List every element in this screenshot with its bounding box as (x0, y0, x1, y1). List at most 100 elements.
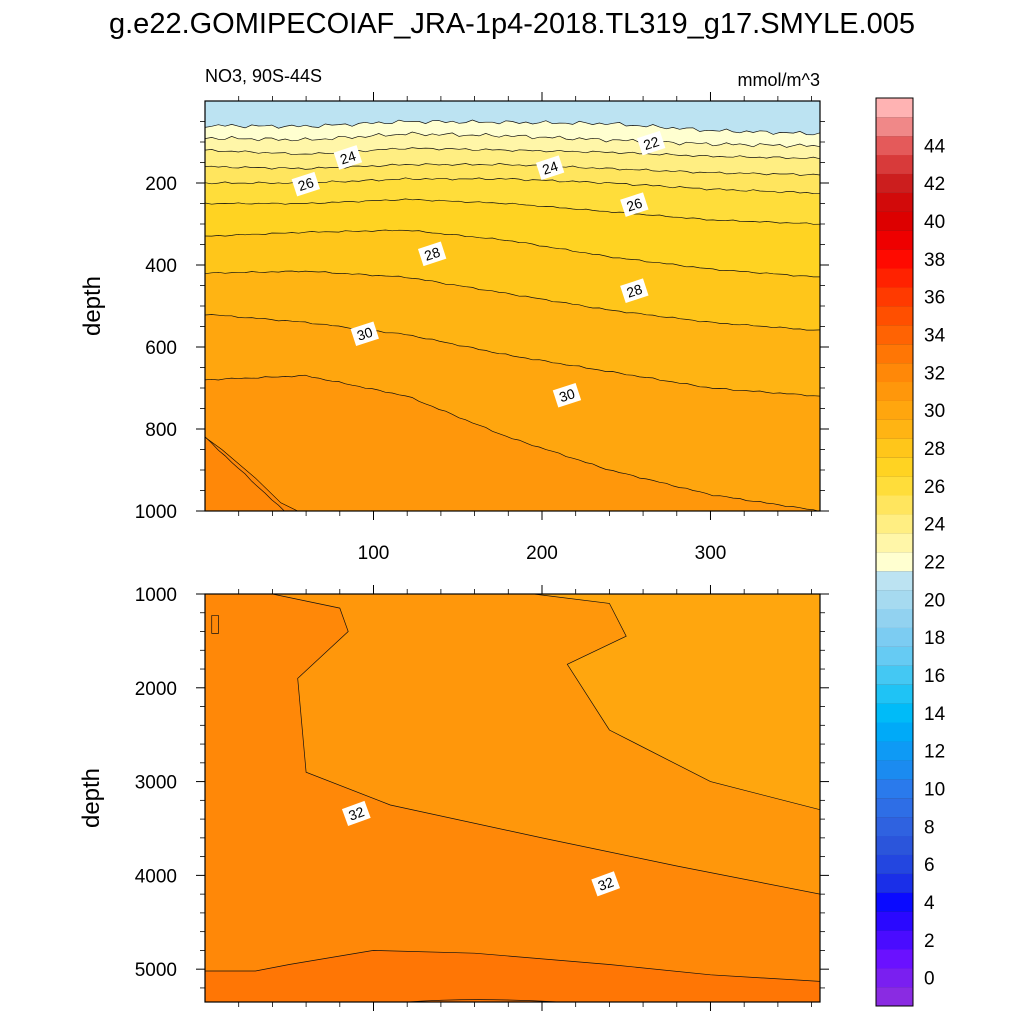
lower-contour-line-34 (407, 999, 559, 1002)
lower-panel: 1000 2000 3000 4000 5000 32 32 depth (78, 585, 829, 1011)
colorbar-tick-label: 22 (924, 552, 945, 573)
upper-contour-line-30 (205, 314, 820, 397)
upper-x-tick-label: 100 (358, 543, 390, 564)
upper-contour-label-box (333, 145, 363, 170)
colorbar-tick-label: 44 (924, 136, 946, 157)
colorbar-swatch (876, 268, 913, 288)
upper-contour-fills (205, 101, 820, 511)
colorbar-swatch (876, 892, 913, 912)
colorbar-swatch (876, 154, 913, 174)
colorbar-tick-label: 30 (924, 401, 945, 422)
upper-contour-labels: 22 24 24 26 26 28 28 30 30 (291, 130, 666, 408)
colorbar-swatch (876, 589, 913, 610)
upper-contour-label-box (552, 382, 582, 408)
colorbar-tick-label: 14 (924, 704, 946, 725)
upper-contour-label-text: 30 (557, 385, 577, 405)
colorbar-tick-label: 20 (924, 590, 945, 611)
colorbar-swatch (876, 646, 913, 666)
lower-contour-fills (205, 594, 820, 1002)
colorbar-swatch (876, 835, 913, 855)
upper-axes: 200 400 600 800 1000 100 200 300 (135, 92, 829, 564)
upper-contour-label-26: 26 (620, 192, 649, 217)
upper-contour-label-30: 30 (350, 321, 379, 347)
upper-contour-label-box (417, 241, 447, 267)
colorbar-swatch (876, 173, 913, 193)
lower-y-tick-label: 4000 (135, 866, 177, 887)
colorbar-swatch (876, 343, 913, 364)
upper-contour-line-28 (205, 229, 820, 278)
colorbar-swatch (876, 627, 913, 647)
colorbar-swatch (876, 476, 913, 496)
colorbar-swatch (876, 419, 913, 439)
colorbar-tick-label: 8 (924, 817, 935, 838)
upper-fill-band-32-pocket (205, 436, 298, 511)
lower-fill-band-30 (533, 594, 820, 810)
colorbar-swatch (876, 854, 913, 874)
panel-units-label: mmol/m^3 (738, 70, 820, 90)
figure-title: g.e22.GOMIPECOIAF_JRA-1p4-2018.TL319_g17… (109, 8, 915, 40)
colorbar-swatch (876, 135, 913, 156)
colorbar-swatch (876, 116, 913, 137)
upper-contour-label-text: 24 (338, 147, 358, 167)
colorbar-swatch (876, 703, 913, 723)
colorbar: 0246810121416182022242628303234363840424… (875, 97, 946, 1007)
colorbar-tick-label: 28 (924, 439, 945, 460)
upper-contour-label-30: 30 (552, 382, 582, 408)
lower-contour-label-text: 32 (596, 874, 616, 894)
colorbar-swatch (876, 552, 913, 572)
colorbar-swatch (876, 665, 913, 685)
lower-contour-label-text: 32 (346, 803, 366, 823)
colorbar-tick-label: 16 (924, 666, 945, 687)
colorbar-swatch (876, 362, 913, 383)
colorbar-swatch (876, 306, 913, 326)
panel-left-label: NO3, 90S-44S (205, 66, 322, 86)
colorbar-swatch (876, 570, 913, 591)
colorbar-swatch (876, 98, 913, 118)
colorbar-swatch (876, 779, 913, 799)
colorbar-tick-label: 6 (924, 855, 935, 876)
lower-y-tick-label: 2000 (135, 679, 177, 700)
upper-contour-line-25 (205, 163, 820, 176)
colorbar-tick-label: 32 (924, 363, 945, 384)
colorbar-swatch (876, 230, 913, 250)
upper-contour-label-box (620, 278, 649, 303)
upper-contour-label-box (350, 321, 379, 347)
upper-contour-label-text: 26 (296, 174, 316, 194)
colorbar-swatch (876, 760, 913, 780)
lower-axes: 1000 2000 3000 4000 5000 (135, 585, 829, 1011)
upper-contour-label-26: 26 (291, 171, 320, 197)
colorbar-swatch (876, 457, 913, 477)
lower-y-axis-title: depth (78, 768, 105, 828)
upper-contour-label-box (291, 171, 320, 197)
colorbar-tick-label: 2 (924, 931, 935, 952)
upper-contour-label-text: 26 (624, 195, 644, 215)
colorbar-swatch (876, 495, 913, 515)
lower-contour-label-32: 32 (341, 800, 371, 827)
lower-contour-label-32: 32 (591, 871, 621, 897)
upper-panel: 200 400 600 800 1000 100 200 300 22 24 24 26 26 28 28… (79, 92, 829, 564)
upper-contour-label-box (620, 192, 649, 217)
colorbar-swatch (876, 400, 913, 420)
upper-y-tick-label: 200 (145, 174, 177, 195)
colorbar-swatch (876, 287, 913, 307)
upper-contour-label-22: 22 (637, 130, 666, 156)
colorbar-tick-label: 26 (924, 477, 945, 498)
colorbar-swatch (876, 325, 913, 345)
upper-contour-label-text: 24 (540, 158, 560, 178)
colorbar-swatch (876, 608, 913, 628)
upper-contour-line-29 (205, 270, 820, 331)
upper-y-tick-label: 600 (145, 338, 177, 359)
upper-contour-label-28: 28 (417, 241, 447, 267)
upper-contour-line-23 (205, 131, 820, 148)
upper-contour-label-text: 30 (355, 324, 375, 344)
colorbar-tick-label: 4 (924, 893, 935, 914)
colorbar-tick-label: 34 (924, 325, 946, 346)
colorbar-swatch (876, 533, 913, 553)
lower-contour-labels: 32 32 (341, 800, 621, 897)
colorbar-swatch (876, 911, 913, 931)
upper-y-tick-label: 800 (145, 420, 177, 441)
colorbar-tick-label: 0 (924, 969, 935, 990)
colorbar-tick-label: 24 (924, 515, 946, 536)
colorbar-swatch (876, 381, 913, 401)
upper-y-tick-label: 400 (145, 256, 177, 277)
